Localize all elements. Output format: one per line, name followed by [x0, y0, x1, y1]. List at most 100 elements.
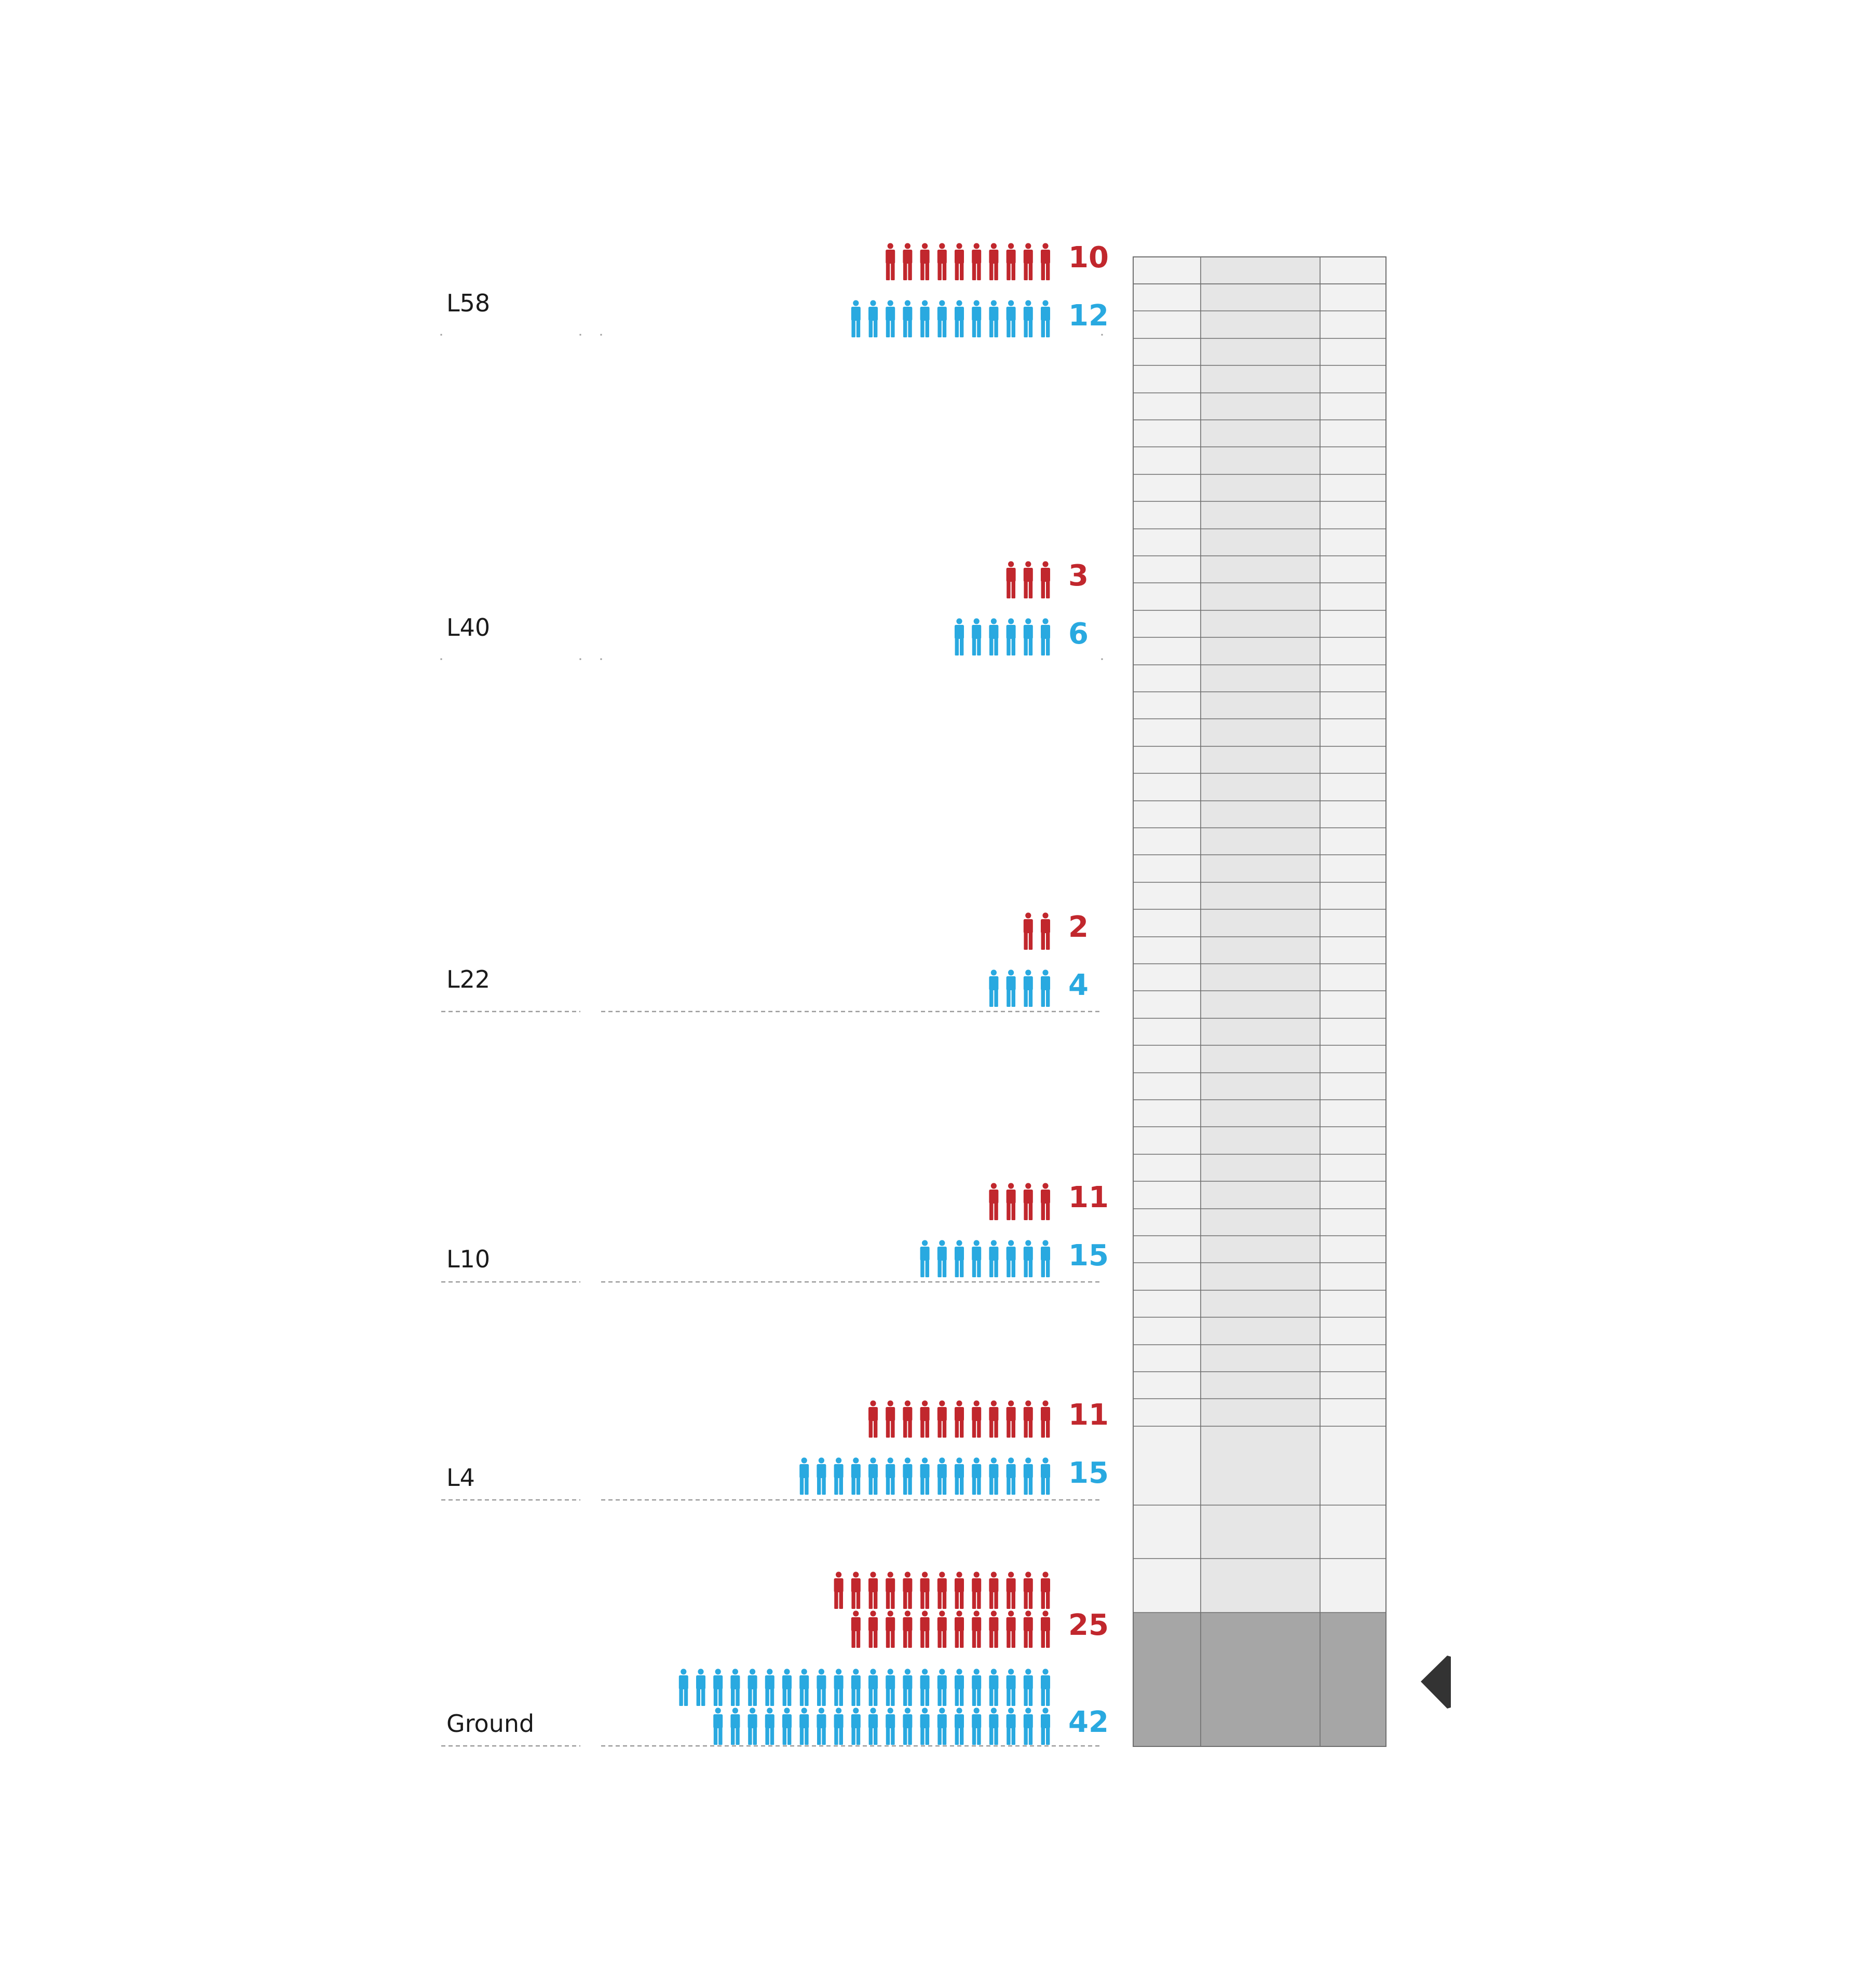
blue-person-icon	[989, 1669, 999, 1706]
level-group-ground: Ground 25 42	[446, 1572, 1109, 1745]
blue-person-icon	[955, 1669, 964, 1706]
blue-person-icon	[1006, 1669, 1016, 1706]
blue-person-icon	[1006, 1240, 1016, 1277]
blue-person-icon	[851, 300, 861, 337]
level-groups: L58 10 12 L40 3 6 L22 2 4 L10 11 15 L4 11 15 Ground 25 42	[446, 241, 1109, 1745]
red-person-icon	[868, 1400, 878, 1438]
red-person-icon	[989, 1610, 999, 1648]
blue-person-icon	[886, 1708, 895, 1745]
tower-right-column	[1320, 257, 1386, 1613]
blue-person-icon	[920, 1457, 930, 1495]
red-person-icon	[1023, 1400, 1033, 1438]
blue-person-icon	[817, 1457, 826, 1495]
tower-outline	[1133, 256, 1386, 1747]
blue-person-icon	[972, 618, 982, 655]
blue-person-icon	[1041, 1669, 1050, 1706]
level-group-l4: L4 11 15	[446, 1398, 1109, 1495]
red-person-icon	[920, 243, 930, 280]
blue-person-icon	[972, 1240, 982, 1277]
floor-guide-dot	[1101, 658, 1103, 660]
blue-person-icon	[799, 1669, 809, 1706]
blue-person-icon	[989, 618, 999, 655]
tower-building	[1133, 256, 1386, 1747]
level-label: L58	[446, 289, 490, 317]
red-person-icon	[937, 1400, 947, 1438]
red-person-icon	[834, 1572, 844, 1609]
blue-person-icon	[1041, 1240, 1050, 1277]
blue-person-icon	[937, 1457, 947, 1495]
level-group-l58: L58 10 12	[446, 241, 1109, 337]
left-triangle-icon	[1421, 1656, 1451, 1709]
red-person-icon	[886, 1610, 895, 1648]
red-person-icon	[955, 1400, 964, 1438]
blue-person-icon	[886, 300, 895, 337]
blue-person-icon	[851, 1457, 861, 1495]
blue-person-icon	[955, 1457, 964, 1495]
red-person-icon	[1041, 1400, 1050, 1438]
red-person-icon	[955, 1610, 964, 1648]
blue-person-icon	[1023, 618, 1033, 655]
blue-person-icon	[1041, 1457, 1050, 1495]
blue-person-icon	[765, 1669, 774, 1706]
red-person-icon	[903, 1400, 913, 1438]
blue-person-icon	[1006, 618, 1016, 655]
blue-person-icon	[713, 1669, 723, 1706]
red-person-icon	[920, 1572, 930, 1609]
red-person-icon	[1023, 1183, 1033, 1220]
red-person-icon	[955, 243, 964, 280]
level-group-l10: L10 11 15	[446, 1181, 1109, 1277]
level-label: L40	[446, 613, 490, 641]
floor-guide-dot	[440, 334, 442, 336]
blue-person-icon	[903, 1457, 913, 1495]
red-person-icon	[868, 1572, 878, 1609]
red-person-icon	[972, 1572, 982, 1609]
blue-person-icon	[955, 300, 964, 337]
blue-person-icon	[782, 1669, 792, 1706]
blue-person-icon	[1023, 1708, 1033, 1745]
blue-person-icon	[989, 969, 999, 1007]
red-count-label: 11	[1068, 1398, 1109, 1432]
level-label: L22	[446, 965, 490, 993]
blue-person-icon	[1006, 300, 1016, 337]
blue-person-icon	[1006, 1457, 1016, 1495]
red-count-label: 11	[1068, 1181, 1109, 1214]
blue-count-label: 15	[1068, 1239, 1109, 1273]
blue-person-icon	[1041, 300, 1050, 337]
floor-guide-dot	[600, 658, 602, 660]
red-person-icon	[1023, 243, 1033, 280]
red-person-icon	[1006, 1400, 1016, 1438]
blue-count-label: 4	[1068, 968, 1089, 1002]
red-person-icon	[903, 1572, 913, 1609]
blue-person-icon	[972, 300, 982, 337]
blue-person-icon	[920, 300, 930, 337]
blue-person-icon	[1023, 1457, 1033, 1495]
level-group-l22: L22 2 4	[446, 910, 1089, 1007]
blue-person-icon	[886, 1669, 895, 1706]
red-count-label: 2	[1068, 910, 1089, 944]
red-person-icon	[1023, 1610, 1033, 1648]
blue-person-icon	[1041, 969, 1050, 1007]
blue-count-label: 42	[1068, 1705, 1109, 1739]
blue-person-icon	[955, 1240, 964, 1277]
blue-person-icon	[886, 1457, 895, 1495]
blue-person-icon	[851, 1708, 861, 1745]
blue-person-icon	[989, 300, 999, 337]
blue-person-icon	[696, 1669, 705, 1706]
red-person-icon	[989, 243, 999, 280]
blue-person-icon	[989, 1708, 999, 1745]
red-person-icon	[903, 243, 913, 280]
blue-person-icon	[989, 1457, 999, 1495]
blue-person-icon	[989, 1240, 999, 1277]
red-count-label: 3	[1068, 559, 1089, 593]
blue-person-icon	[920, 1240, 930, 1277]
red-person-icon	[937, 243, 947, 280]
tower-core-column	[1201, 257, 1320, 1613]
floor-guide-dot	[579, 334, 581, 336]
blue-person-icon	[903, 300, 913, 337]
blue-person-icon	[868, 1708, 878, 1745]
red-person-icon	[886, 243, 895, 280]
blue-person-icon	[678, 1669, 688, 1706]
blue-person-icon	[1041, 618, 1050, 655]
blue-person-icon	[782, 1708, 792, 1745]
